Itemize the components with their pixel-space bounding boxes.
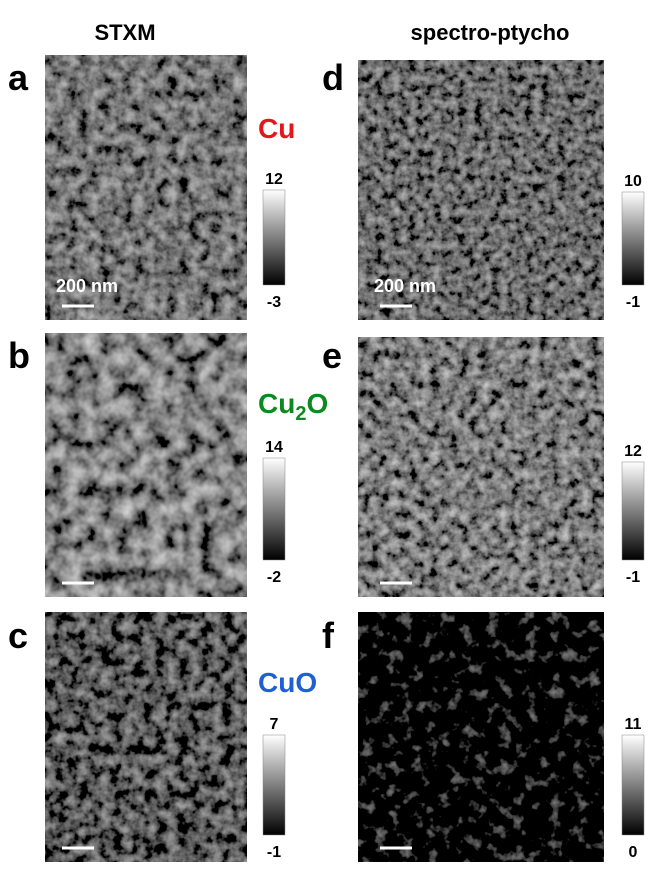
colorbar	[621, 191, 645, 286]
micrograph-texture	[358, 612, 604, 862]
colorbar-min: -3	[267, 294, 281, 311]
colorbar	[621, 461, 645, 561]
micrograph-texture	[358, 337, 604, 597]
micrograph-texture	[45, 55, 247, 320]
panel-letter: c	[8, 615, 28, 656]
colorbar-min: 0	[629, 844, 638, 861]
panel-letter: e	[322, 335, 342, 376]
colorbar-min: -1	[626, 294, 640, 311]
element-base: CuO	[258, 667, 317, 698]
colorbar	[621, 734, 645, 836]
colorbar	[262, 457, 286, 561]
element-label: CuO	[258, 667, 317, 698]
element-base: Cu	[258, 388, 295, 419]
micrograph-texture	[358, 60, 604, 320]
element-label: Cu2O	[258, 388, 328, 425]
panel-letter: b	[8, 335, 30, 376]
scale-bar-label: 200 nm	[374, 276, 436, 296]
colorbar-max: 10	[624, 173, 642, 190]
element-rest: O	[306, 388, 328, 419]
colorbar-min: -1	[626, 569, 640, 586]
panel-letter: d	[322, 57, 344, 98]
colorbar-min: -1	[267, 844, 281, 861]
element-base: Cu	[258, 113, 295, 144]
element-subscript: 2	[295, 403, 306, 425]
micrograph-texture	[45, 333, 247, 597]
colorbar	[262, 734, 286, 836]
column-header: STXM	[94, 20, 155, 45]
colorbar	[262, 189, 286, 286]
panel-letter: f	[322, 615, 335, 656]
element-label: Cu	[258, 113, 295, 144]
colorbar-max: 12	[265, 171, 283, 188]
colorbar-min: -2	[267, 569, 281, 586]
micrograph-texture	[45, 612, 247, 862]
colorbar-max: 12	[624, 443, 642, 460]
colorbar-max: 7	[270, 716, 279, 733]
column-header: spectro-ptycho	[411, 20, 570, 45]
colorbar-max: 14	[265, 439, 283, 456]
panel-letter: a	[8, 57, 29, 98]
colorbar-max: 11	[625, 716, 642, 733]
scale-bar-label: 200 nm	[56, 276, 118, 296]
